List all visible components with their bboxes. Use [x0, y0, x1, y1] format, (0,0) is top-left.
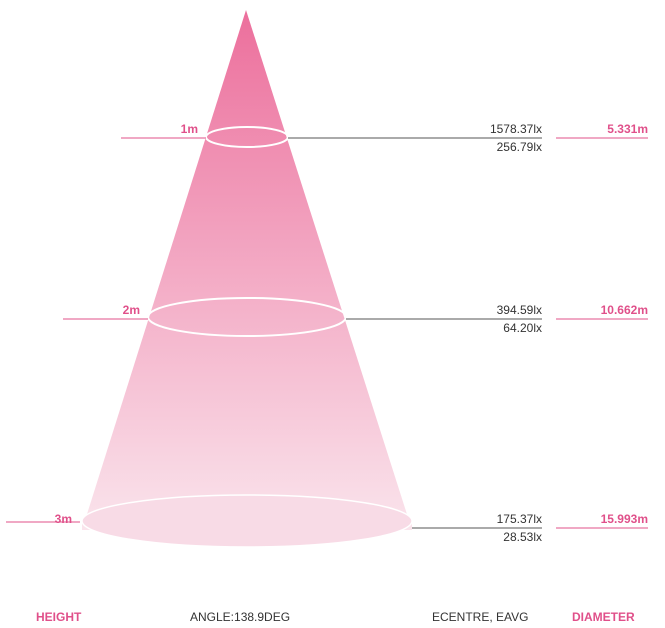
ecentre-value-3m: 175.37lx — [496, 512, 542, 526]
height-label-3m: 3m — [54, 512, 72, 526]
cross-section-2m — [147, 297, 347, 337]
cone-base-ellipse — [81, 494, 413, 548]
height-label-2m: 2m — [122, 303, 140, 317]
beam-angle-label: ANGLE:138.9DEG — [190, 610, 291, 624]
ecentre-value-1m: 1578.37lx — [489, 122, 542, 136]
illuminance-column-label: ECENTRE, EAVG — [432, 610, 529, 624]
eavg-value-3m: 28.53lx — [503, 530, 542, 544]
height-column-label: HEIGHT — [36, 610, 82, 624]
ecentre-value-2m: 394.59lx — [496, 303, 542, 317]
light-cone — [82, 10, 412, 530]
cross-section-1m — [205, 126, 289, 148]
diameter-column-label: DIAMETER — [572, 610, 635, 624]
eavg-value-2m: 64.20lx — [503, 321, 542, 335]
eavg-value-1m: 256.79lx — [496, 140, 542, 154]
height-label-1m: 1m — [180, 122, 198, 136]
diameter-value-2m: 10.662m — [600, 303, 648, 317]
diameter-value-1m: 5.331m — [607, 122, 648, 136]
diameter-value-3m: 15.993m — [600, 512, 648, 526]
